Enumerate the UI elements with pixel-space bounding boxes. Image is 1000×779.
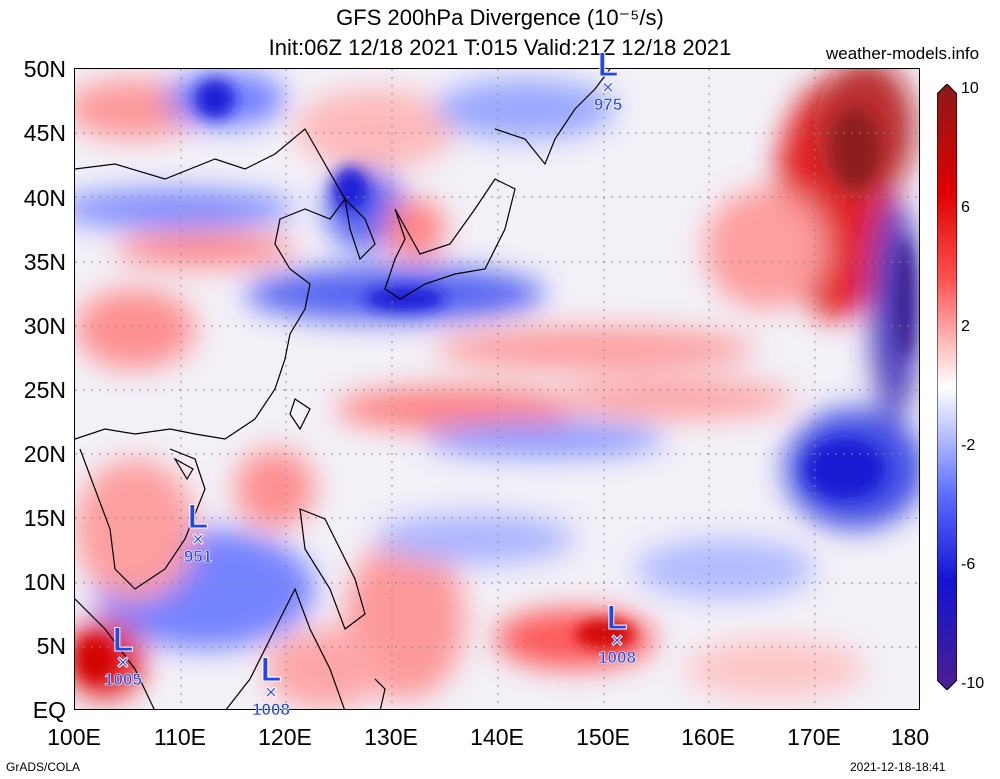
site-label: weather-models.info <box>826 44 980 63</box>
lon-label: 170E <box>787 724 841 750</box>
low-pressure-value: 1005 <box>104 670 142 689</box>
low-symbol: L <box>597 46 619 84</box>
lat-label: 25N <box>23 377 66 403</box>
colorbar <box>937 84 957 690</box>
low-pressure-marker: L × 1005 <box>93 621 153 689</box>
center-symbol: × <box>192 529 205 551</box>
low-symbol: L <box>260 651 282 689</box>
lat-label: EQ <box>32 697 66 723</box>
lat-label: 45N <box>23 120 66 146</box>
lon-label: 120E <box>258 724 312 750</box>
colorbar-label: 10 <box>961 80 979 97</box>
lat-label: 30N <box>23 313 66 339</box>
center-symbol: × <box>117 652 130 674</box>
map-title: GFS 200hPa Divergence (10⁻⁵/s) <box>336 5 664 30</box>
lon-label: 110E <box>153 724 206 750</box>
center-symbol: × <box>611 630 624 652</box>
lat-label: 10N <box>23 569 66 595</box>
lon-label: 100E <box>47 724 101 750</box>
map-subtitle: Init:06Z 12/18 2021 T:015 Valid:21Z 12/1… <box>268 35 732 60</box>
low-pressure-marker: L × 1008 <box>587 599 647 667</box>
lon-label: 150E <box>576 724 630 750</box>
low-pressure-value: 1008 <box>252 700 290 719</box>
low-symbol: L <box>187 498 209 536</box>
low-pressure-marker: L × 951 <box>173 498 223 566</box>
colorbar-label: -6 <box>961 556 976 573</box>
lat-label: 40N <box>23 185 66 211</box>
lat-label: 35N <box>23 249 66 275</box>
low-pressure-marker: L × 975 <box>583 46 633 114</box>
lon-label: 160E <box>681 724 735 750</box>
lat-label: 20N <box>23 441 66 467</box>
center-symbol: × <box>265 682 278 704</box>
colorbar-label: 6 <box>961 199 970 216</box>
lat-label: 5N <box>36 633 66 659</box>
low-symbol: L <box>606 599 628 637</box>
low-pressure-value: 1008 <box>598 648 636 667</box>
low-pressure-value: 951 <box>183 547 213 566</box>
low-pressure-marker: L × 1008 <box>241 651 301 719</box>
lat-label: 15N <box>23 505 66 531</box>
footer-timestamp: 2021-12-18-18:41 <box>850 760 946 774</box>
lon-label: 140E <box>470 724 524 750</box>
divergence-map <box>74 68 920 710</box>
low-symbol: L <box>112 621 134 659</box>
center-symbol: × <box>602 77 615 99</box>
low-pressure-value: 975 <box>593 95 623 114</box>
colorbar-label: -2 <box>961 437 976 454</box>
colorbar-label: -10 <box>961 675 985 692</box>
footer-credit: GrADS/COLA <box>6 760 81 774</box>
lon-label: 180 <box>890 724 930 750</box>
lon-label: 130E <box>364 724 418 750</box>
colorbar-label: 2 <box>961 318 970 335</box>
lat-label: 50N <box>23 56 66 82</box>
